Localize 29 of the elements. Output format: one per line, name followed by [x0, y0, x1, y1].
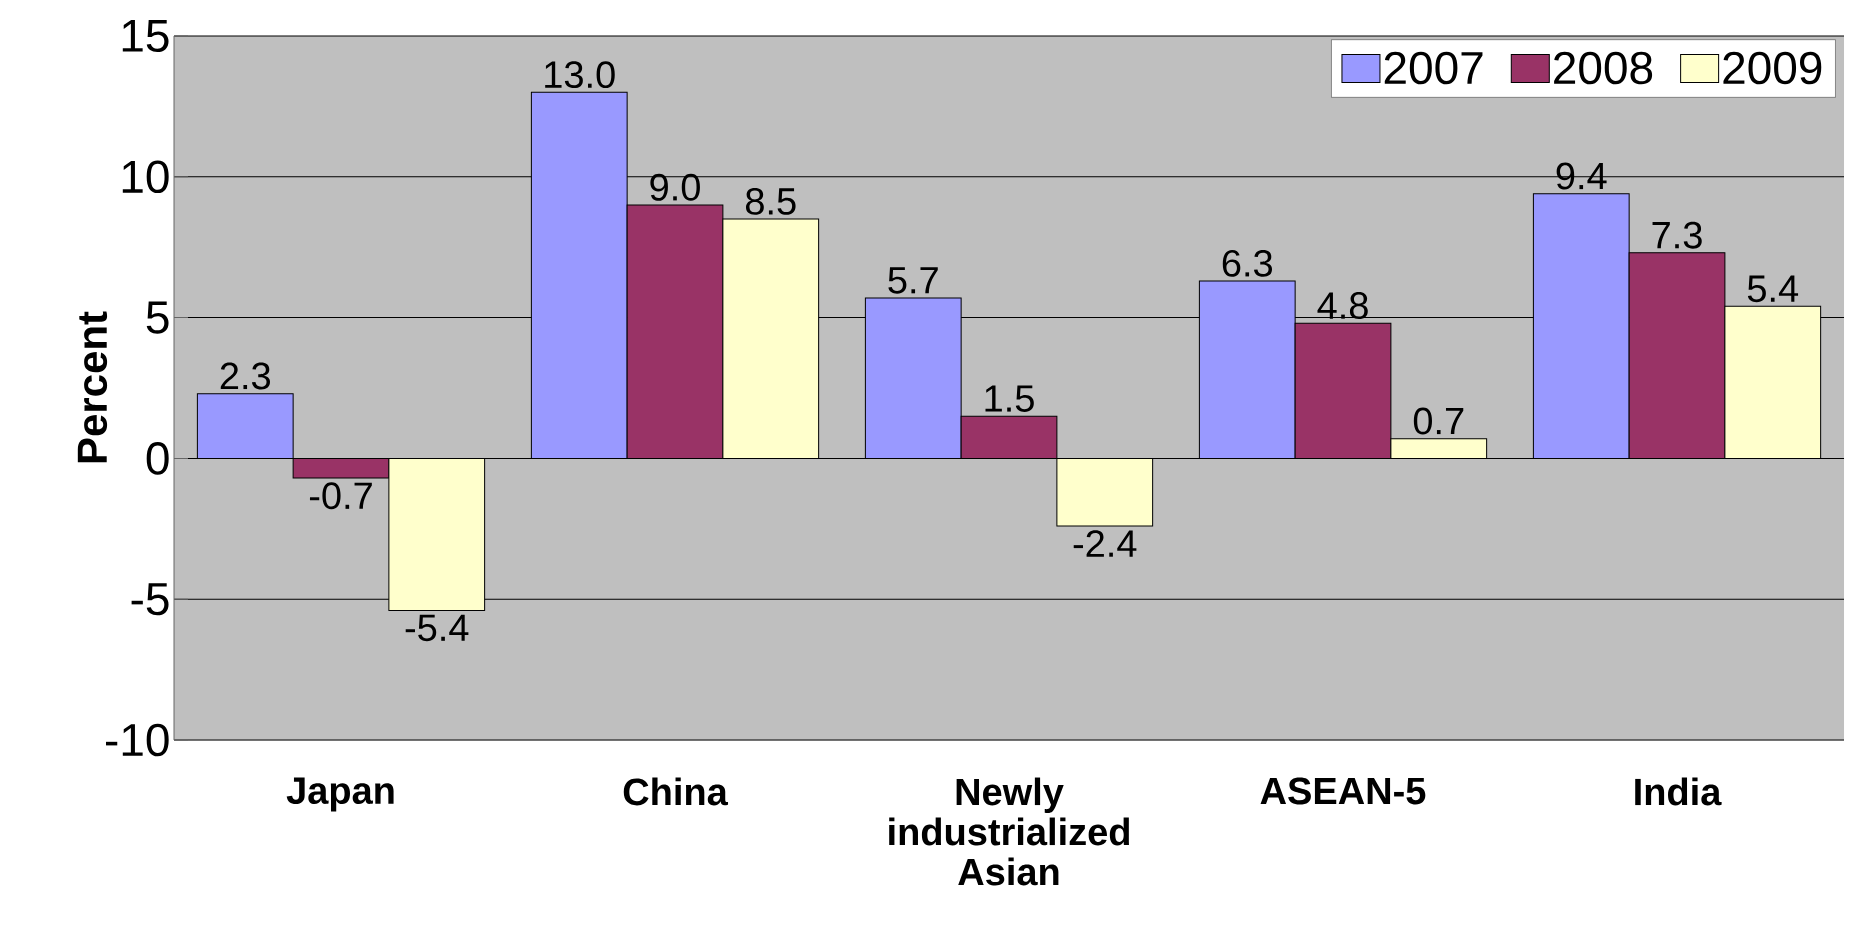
legend-label: 2009 [1723, 51, 1822, 85]
data-label: 5.4 [1747, 275, 1799, 303]
y-tick-label: 5 [146, 301, 169, 334]
data-label: 4.8 [1317, 292, 1368, 320]
data-label: -0.7 [309, 482, 372, 510]
y-axis-title: Percent [77, 311, 108, 463]
x-tick-label: China [623, 777, 729, 806]
x-tick-label: Japan [286, 777, 394, 812]
y-tick-label: 10 [122, 160, 169, 194]
legend-label: 2008 [1554, 51, 1653, 85]
data-label: 8.5 [745, 187, 796, 215]
y-tick-label: -10 [106, 723, 169, 757]
y-tick-label: 0 [146, 442, 169, 475]
data-label: 6.3 [1222, 249, 1273, 277]
data-label: 13.0 [545, 61, 615, 89]
data-label: -5.4 [405, 614, 469, 642]
y-tick-label: 15 [122, 19, 169, 53]
data-label: 1.5 [985, 385, 1034, 412]
data-label: -2.4 [1073, 530, 1137, 557]
legend-label: 2007 [1384, 51, 1483, 85]
data-label: 2.3 [220, 362, 270, 390]
x-tick-label: ASEAN-5 [1260, 777, 1426, 805]
data-label: 9.0 [650, 173, 700, 201]
data-label: 7.3 [1652, 221, 1702, 249]
x-tick-label: India [1635, 777, 1722, 806]
data-label: 5.7 [888, 267, 938, 294]
data-label: 0.7 [1413, 407, 1464, 435]
y-tick-label: -5 [131, 583, 169, 616]
x-tick-label: Newly industrialized Asian [889, 777, 1129, 886]
